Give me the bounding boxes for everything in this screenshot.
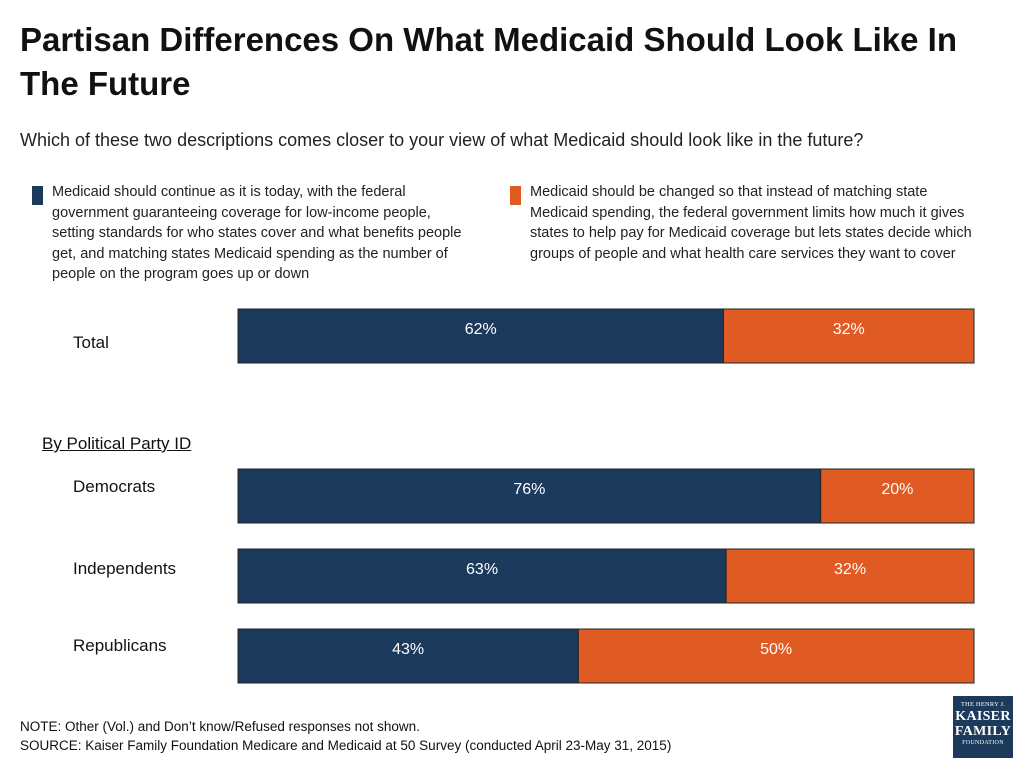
data-label-democrats-change: 20% [881, 481, 913, 498]
bar-independents-change [725, 548, 975, 604]
note-text: NOTE: Other (Vol.) and Don’t know/Refuse… [20, 719, 420, 734]
row-label-independents: Independents [73, 559, 177, 578]
chart-title: Partisan Differences On What Medicaid Sh… [20, 21, 957, 102]
bar-total-change [722, 308, 975, 364]
data-label-independents-change: 32% [834, 561, 866, 578]
legend-swatch-change [510, 186, 521, 205]
legend-item-continue: Medicaid should continue as it is today,… [32, 182, 472, 285]
source-text: SOURCE: Kaiser Family Foundation Medicar… [20, 738, 672, 753]
logo-line-1: THE HENRY J. [960, 701, 1006, 708]
bar-republicans-change [577, 628, 975, 684]
section-label-party: By Political Party ID [42, 434, 192, 453]
row-label-republicans: Republicans [73, 636, 167, 655]
data-label-democrats-continue: 76% [513, 481, 545, 498]
data-label-total-continue: 62% [465, 321, 497, 338]
bar-democrats-change [820, 468, 975, 524]
legend-item-change: Medicaid should be changed so that inste… [510, 182, 980, 264]
data-label-independents-continue: 63% [466, 561, 498, 578]
data-label-republicans-change: 50% [760, 641, 792, 658]
logo-line-3: FAMILY [954, 724, 1012, 739]
kff-logo: THE HENRY J. KAISER FAMILY FOUNDATION [953, 696, 1013, 758]
row-label-democrats: Democrats [73, 477, 156, 496]
logo-line-2: KAISER [955, 709, 1011, 724]
bar-democrats-continue [237, 468, 822, 524]
bar-republicans-continue [237, 628, 579, 684]
row-label-total: Total [73, 333, 109, 352]
legend-label-continue: Medicaid should continue as it is today,… [52, 184, 462, 282]
data-label-republicans-continue: 43% [392, 641, 424, 658]
chart-subtitle: Which of these two descriptions comes cl… [20, 130, 864, 150]
data-label-total-change: 32% [833, 321, 865, 338]
logo-line-4: FOUNDATION [962, 740, 1004, 746]
legend-swatch-continue [32, 186, 43, 205]
legend-label-change: Medicaid should be changed so that inste… [530, 184, 972, 262]
bar-total-continue [237, 308, 724, 364]
bar-independents-continue [237, 548, 727, 604]
